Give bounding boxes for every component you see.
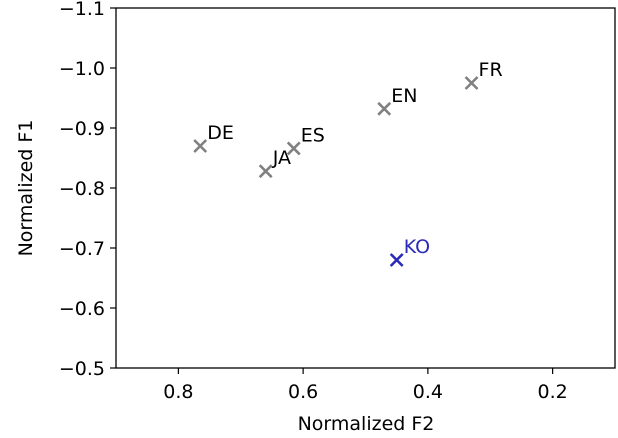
y-tick-label: −1.1 xyxy=(59,0,105,20)
point-ja: JA xyxy=(258,147,291,179)
x-axis: 0.8 0.6 0.4 0.2 xyxy=(163,368,568,403)
point-label: DE xyxy=(207,122,234,144)
x-tick-label: 0.8 xyxy=(163,381,193,403)
x-marker xyxy=(377,101,392,116)
point-label: EN xyxy=(391,85,417,107)
x-marker xyxy=(389,253,404,267)
y-tick-label: −0.6 xyxy=(59,298,105,320)
x-tick-label: 0.2 xyxy=(538,381,568,403)
x-marker xyxy=(193,139,208,153)
y-axis: −1.1 −1.0 −0.9 −0.8 −0.7 −0.6 −0.5 xyxy=(59,0,116,380)
y-tick-label: −0.5 xyxy=(59,358,105,380)
point-de: DE xyxy=(193,122,234,153)
x-tick-label: 0.6 xyxy=(288,381,318,403)
point-label: JA xyxy=(272,147,291,169)
plot-frame xyxy=(115,7,616,369)
plot-area xyxy=(115,7,616,369)
point-fr: FR xyxy=(464,59,503,90)
x-axis-label: Normalized F2 xyxy=(298,413,435,435)
point-en: EN xyxy=(377,85,417,116)
data-points: FR EN ES DE JA KO xyxy=(193,59,503,267)
x-marker xyxy=(464,76,479,90)
y-tick-label: −0.8 xyxy=(59,178,105,200)
x-marker xyxy=(286,141,301,156)
point-label: KO xyxy=(404,236,430,258)
x-tick-label: 0.4 xyxy=(413,381,443,403)
y-axis-label: Normalized F1 xyxy=(15,120,37,257)
point-label: FR xyxy=(479,59,503,81)
point-es: ES xyxy=(286,124,325,156)
y-tick-label: −0.9 xyxy=(59,118,105,140)
x-marker xyxy=(258,164,273,179)
y-tick-label: −1.0 xyxy=(59,58,105,80)
point-ko: KO xyxy=(389,236,430,267)
point-label: ES xyxy=(301,124,325,146)
y-tick-label: −0.7 xyxy=(59,238,105,260)
